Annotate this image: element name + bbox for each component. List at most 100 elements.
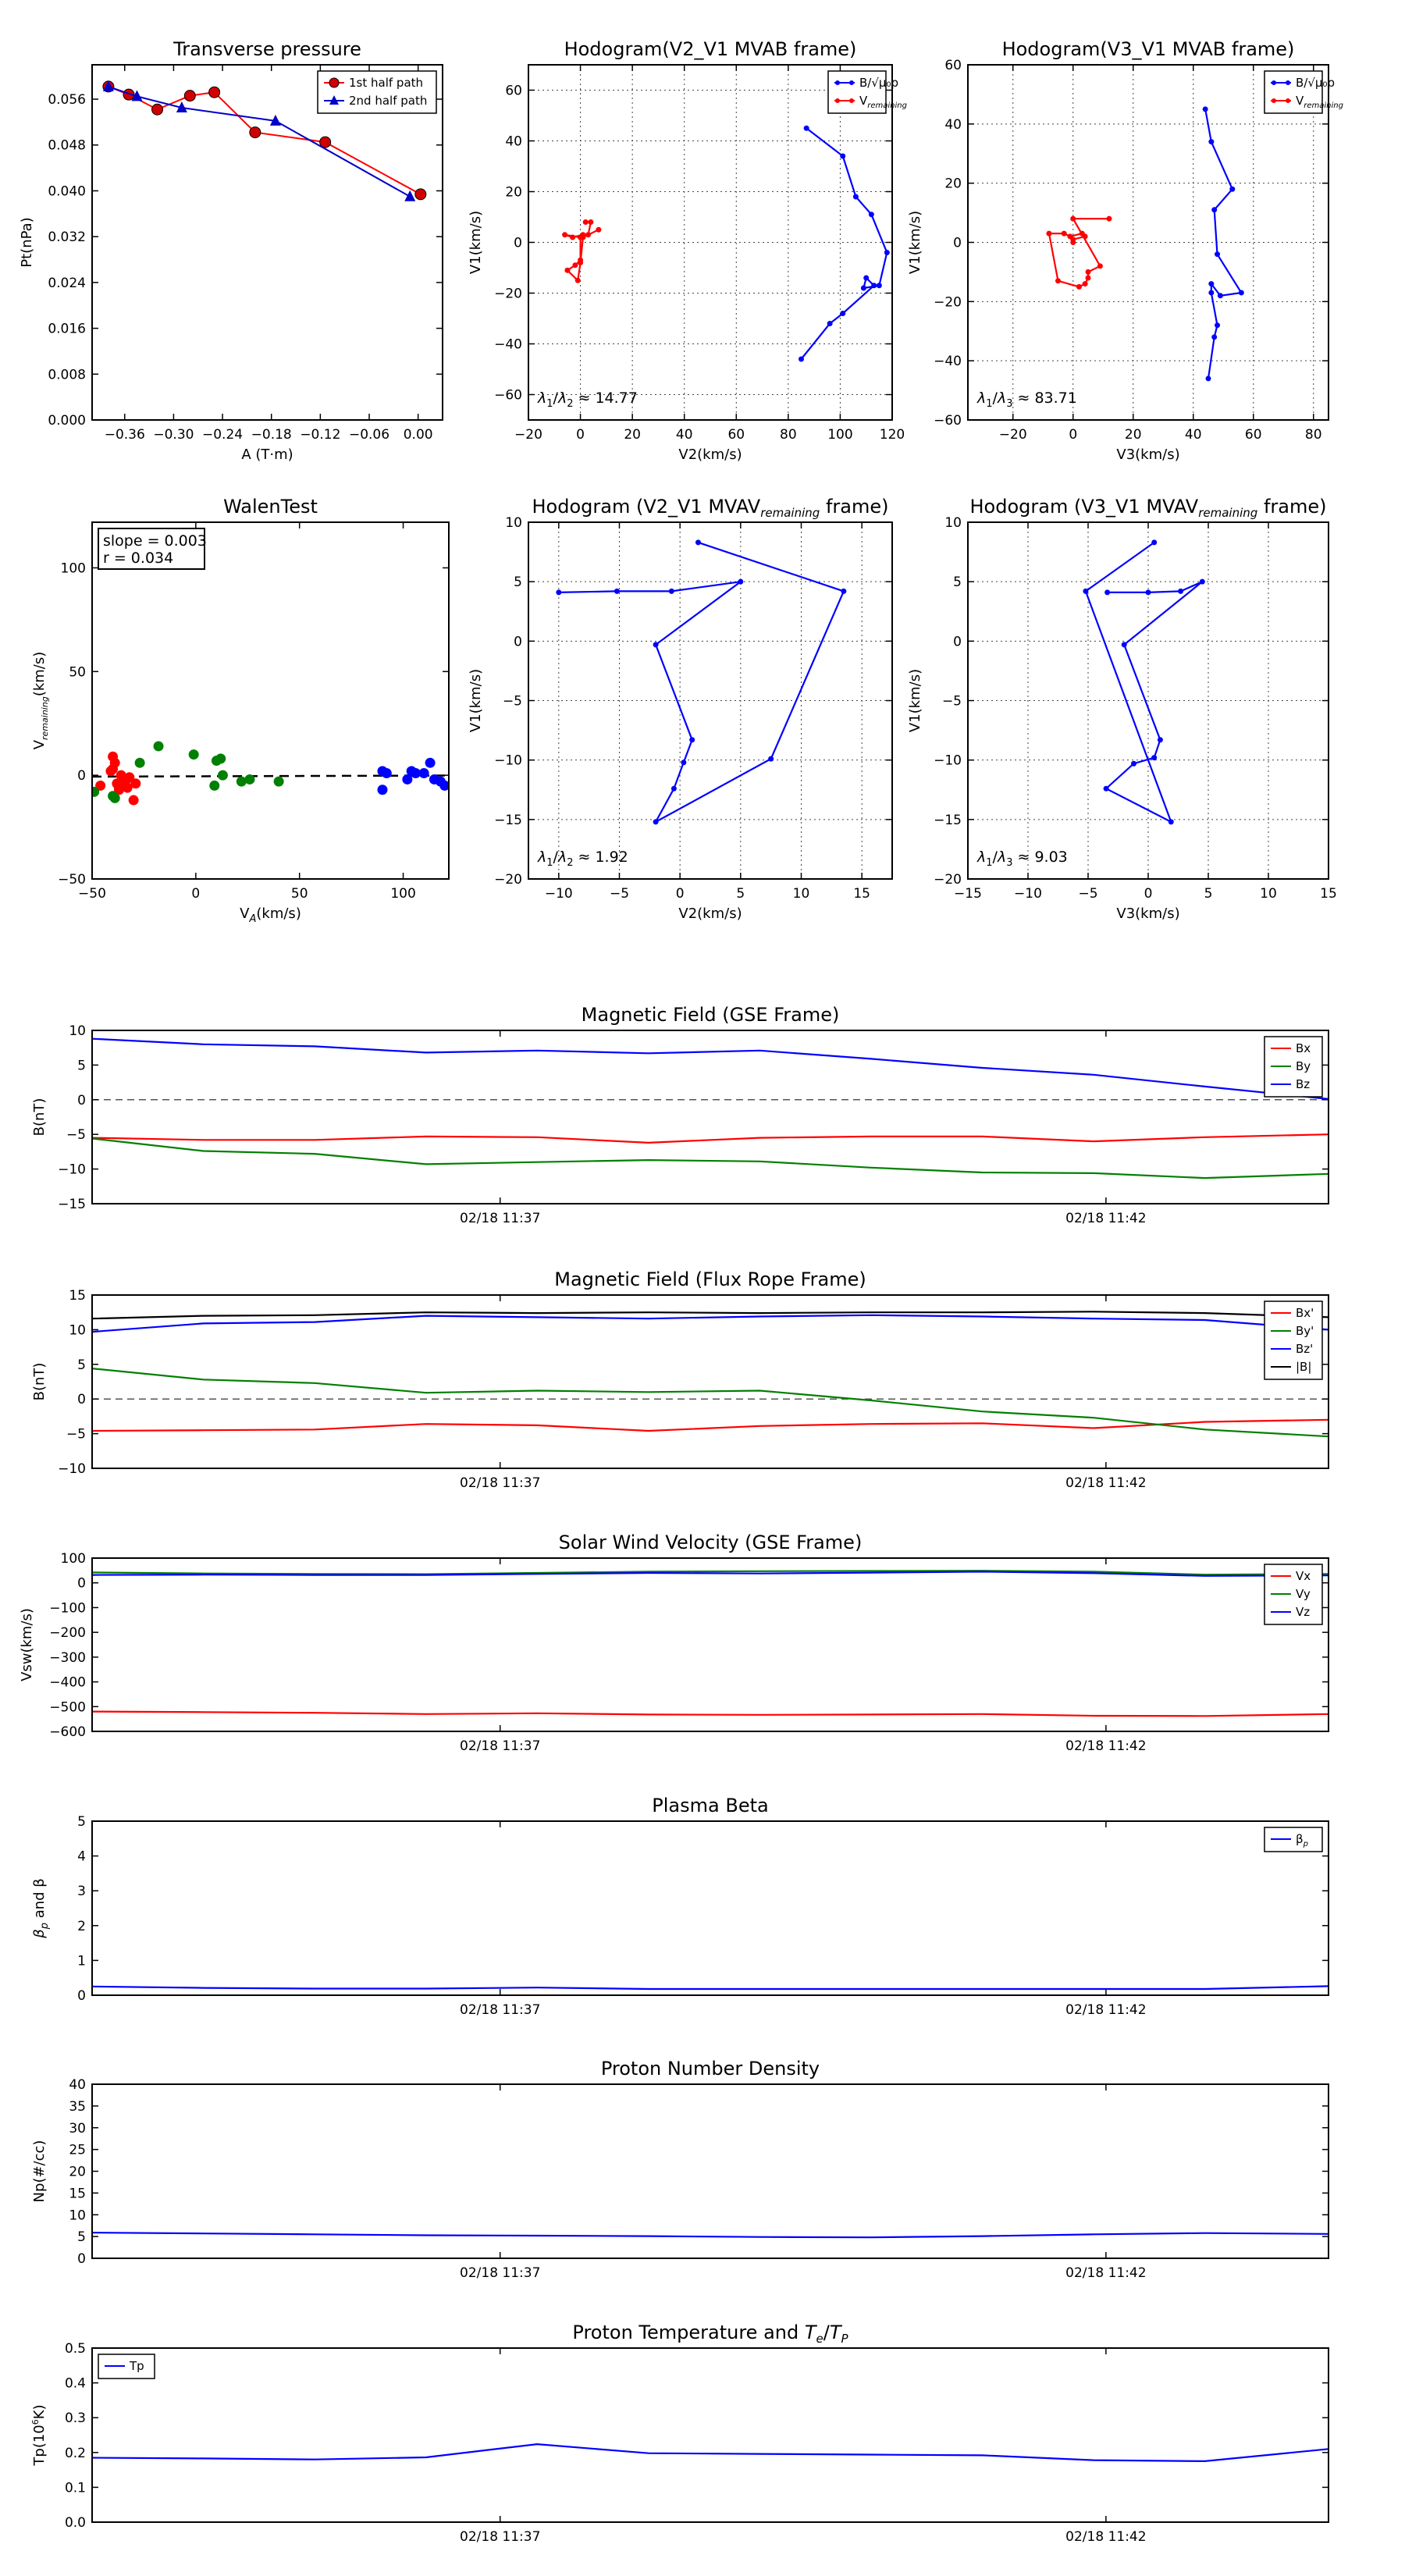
y-tick-label: −20	[934, 294, 962, 310]
plot-area	[102, 80, 427, 201]
legend: Vx Vy Vz	[1264, 1564, 1323, 1625]
x-tick-label: 02/18 11:42	[1065, 2265, 1146, 2281]
data-point	[1157, 737, 1163, 743]
plot-frame	[967, 64, 1329, 421]
y-tick-label: 1	[77, 1953, 86, 1969]
legend-label: Vy	[1296, 1587, 1311, 1601]
x-tick-label: 80	[780, 427, 797, 443]
x-axis-label: V2(km/s)	[678, 447, 742, 463]
y-tick-label: 15	[69, 1288, 86, 1304]
chart-title: Hodogram (V2_V1 MVAVremaining frame)	[532, 496, 889, 520]
data-point	[582, 219, 589, 225]
series-line-By	[92, 1137, 1329, 1179]
y-tick-label: 60	[944, 58, 962, 73]
y-tick-label: 10	[69, 2208, 86, 2223]
legend-label: Vx	[1296, 1569, 1311, 1583]
x-tick-label: −15	[954, 886, 982, 902]
panel-walen: −50 0 50 100 −50 0 50 100 WalenTest VA(km/s) Vrema…	[31, 496, 450, 925]
plot-frame	[528, 64, 893, 421]
y-tick-label: 30	[69, 2121, 86, 2137]
series-line-Bz'	[92, 1314, 1329, 1333]
y-tick-label: 5	[514, 575, 522, 590]
data-point	[578, 234, 584, 240]
data-point	[130, 778, 141, 789]
legend-marker	[835, 98, 840, 103]
legend-label: Vremaining	[1296, 94, 1343, 110]
y-tick-label: 100	[61, 560, 86, 576]
data-point	[128, 795, 139, 806]
y-tick-label: −5	[942, 694, 962, 710]
chart-title: WalenTest	[223, 496, 318, 518]
stats-line: r = 0.034	[103, 550, 173, 567]
plot-frame	[91, 1294, 1329, 1469]
series-line-B/√μ₀ρ	[1204, 109, 1243, 379]
y-axis-label: Vsw(km/s)	[19, 1608, 35, 1681]
data-point	[1208, 139, 1215, 145]
data-point	[868, 212, 874, 218]
plot-frame	[91, 2347, 1329, 2523]
data-point	[1168, 819, 1174, 825]
data-point	[153, 741, 164, 752]
data-point	[1208, 290, 1215, 296]
plot-area	[92, 2443, 1329, 2463]
plot-area	[556, 539, 847, 825]
data-point	[578, 257, 584, 263]
panel-hodo_v2v1_mvav: −10 −5 0 5 10 15 −20 −15 −10 −5 0 5 10 Hodogram (V2_V…	[468, 496, 893, 922]
legend-marker	[849, 80, 854, 85]
data-point	[118, 780, 129, 791]
data-point	[109, 757, 120, 768]
y-axis-label: Vremaining(km/s)	[31, 652, 50, 750]
legend-box	[317, 70, 437, 114]
panel-bgse: 02/18 11:37 02/18 11:42 −15 −10 −5 0 5 10 Magnet…	[31, 1004, 1329, 1226]
legend-label: Bx'	[1296, 1306, 1314, 1320]
data-point	[1046, 230, 1052, 237]
y-tick-label: −20	[934, 872, 962, 888]
x-axis-label: A (T·m)	[241, 447, 293, 463]
data-point	[244, 774, 255, 785]
plot-frame	[967, 521, 1329, 880]
x-axis-label: VA(km/s)	[240, 906, 301, 925]
x-tick-label: −0.18	[251, 427, 292, 443]
y-tick-label: 60	[505, 84, 522, 99]
x-tick-label: 02/18 11:37	[460, 1738, 540, 1754]
stats-box	[98, 528, 205, 570]
data-point	[381, 767, 392, 778]
y-axis-label: V1(km/s)	[468, 669, 484, 732]
data-point	[596, 226, 602, 233]
chart-title: Hodogram (V3_V1 MVAVremaining frame)	[970, 496, 1327, 520]
y-tick-label: 100	[61, 1551, 86, 1567]
x-tick-label: −50	[78, 886, 106, 902]
x-tick-label: 10	[793, 886, 810, 902]
plot-frame	[91, 1820, 1329, 1996]
y-tick-label: 40	[944, 117, 962, 133]
legend-box	[827, 70, 887, 114]
y-tick-label: −60	[934, 413, 962, 429]
y-tick-label: 0.1	[65, 2480, 86, 2496]
y-tick-label: 0	[77, 1988, 86, 2004]
x-tick-label: 02/18 11:42	[1065, 1211, 1146, 1226]
panel-beta: 02/18 11:37 02/18 11:42 0 1 2 3 4 5 Plasma Beta β…	[31, 1795, 1329, 2018]
data-point	[410, 767, 421, 778]
x-tick-label: 0	[1144, 886, 1153, 902]
data-point	[319, 136, 332, 148]
x-tick-label: 02/18 11:37	[460, 1211, 540, 1226]
eigen-ratio: λ1/λ2 ≈ 14.77	[537, 390, 638, 410]
data-point	[176, 101, 187, 113]
plot-area	[92, 1985, 1329, 1991]
y-tick-label: 0	[514, 236, 522, 251]
data-point	[1106, 215, 1112, 222]
x-tick-label: 02/18 11:37	[460, 1475, 540, 1491]
data-point	[1104, 589, 1111, 596]
x-tick-label: 10	[1260, 886, 1277, 902]
legend: Bx By Bz	[1264, 1036, 1323, 1098]
data-point	[1215, 251, 1221, 258]
data-point	[670, 785, 677, 792]
y-tick-label: 3	[77, 1884, 86, 1899]
plot-area	[92, 741, 449, 806]
y-axis-label: V1(km/s)	[907, 211, 923, 274]
y-tick-label: −50	[58, 872, 86, 888]
y-tick-label: −100	[49, 1600, 86, 1616]
y-tick-label: 10	[69, 1023, 86, 1039]
plot-area	[1083, 539, 1205, 825]
x-axis-label: V2(km/s)	[678, 906, 742, 922]
